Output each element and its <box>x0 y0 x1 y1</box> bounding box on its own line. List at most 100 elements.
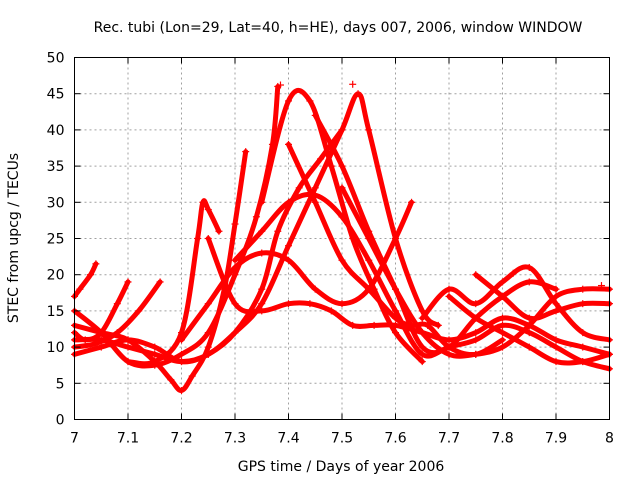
x-tick-label: 7.2 <box>170 431 192 447</box>
x-tick-label: 7 <box>70 431 79 447</box>
x-tick-label: 7.3 <box>224 431 246 447</box>
data-point <box>311 184 319 192</box>
stray-point <box>276 81 284 89</box>
data-point <box>499 321 506 329</box>
x-tick-label: 8 <box>605 431 614 447</box>
data-point <box>311 285 319 293</box>
data-point <box>274 227 282 235</box>
data-point <box>204 235 212 242</box>
data-point <box>525 278 533 286</box>
data-point <box>370 321 378 329</box>
data-point <box>156 278 164 286</box>
data-point <box>499 292 506 300</box>
data-point <box>472 314 480 322</box>
x-tick-label: 7.5 <box>331 431 353 447</box>
data-point <box>231 220 239 228</box>
y-tick-label: 40 <box>47 123 65 139</box>
data-point <box>317 155 325 163</box>
y-tick-label: 45 <box>47 87 65 103</box>
x-tick-label: 7.8 <box>491 431 513 447</box>
data-point <box>258 227 266 235</box>
data-point <box>552 307 560 315</box>
y-tick-label: 0 <box>56 413 65 429</box>
data-point <box>445 336 453 344</box>
chart-title: Rec. tubi (Lon=29, Lat=40, h=HE), days 0… <box>94 20 583 36</box>
data-point <box>204 206 212 214</box>
data-point <box>285 198 292 206</box>
data-point <box>365 256 373 264</box>
data-point <box>552 285 560 293</box>
x-axis-label: GPS time / Days of year 2006 <box>238 459 445 475</box>
stray-point <box>349 80 357 88</box>
y-tick-label: 50 <box>47 51 65 67</box>
data-point <box>392 314 399 322</box>
data-point <box>472 336 480 344</box>
data-point <box>97 329 105 337</box>
data-point <box>258 285 266 293</box>
data-point <box>579 358 587 366</box>
data-point <box>327 162 335 170</box>
data-point <box>285 97 292 105</box>
y-tick-label: 25 <box>47 232 65 248</box>
data-point <box>252 213 260 221</box>
data-point <box>285 256 292 264</box>
y-tick-label: 5 <box>56 376 65 392</box>
data-point <box>445 292 453 300</box>
data-point <box>231 271 239 279</box>
series-arc-5 <box>72 91 441 365</box>
data-point <box>392 329 399 337</box>
data-point <box>188 372 196 380</box>
data-point <box>285 140 292 148</box>
data-point <box>242 148 250 156</box>
x-tick-label: 7.9 <box>545 431 567 447</box>
y-tick-label: 20 <box>47 268 65 284</box>
data-point <box>258 198 266 206</box>
data-point <box>392 285 399 293</box>
data-point <box>124 358 132 366</box>
data-point <box>204 343 212 351</box>
data-point <box>178 336 185 344</box>
axis-ticks: 7 7.1 7.2 7.3 7.4 7.5 7.6 7.7 7.8 7.9 8 0 5 10 15 20 25 3… <box>47 51 614 447</box>
x-tick-label: 7.7 <box>438 431 460 447</box>
data-point <box>204 300 212 308</box>
data-point <box>392 235 399 242</box>
data-point <box>194 235 202 242</box>
data-point <box>258 249 266 257</box>
data-point <box>525 343 533 351</box>
data-point <box>472 350 480 358</box>
data-point <box>76 285 84 293</box>
data-point <box>418 350 426 358</box>
y-tick-label: 15 <box>47 304 65 320</box>
data-point <box>349 235 357 242</box>
data-point <box>445 350 453 358</box>
data-series <box>71 80 613 395</box>
data-point <box>215 227 223 235</box>
data-point <box>365 285 373 293</box>
stray-point <box>597 282 605 290</box>
data-point <box>354 90 362 98</box>
data-point <box>579 329 587 337</box>
data-point <box>151 350 159 358</box>
y-tick-label: 30 <box>47 195 65 211</box>
data-point <box>285 242 292 250</box>
data-point <box>525 321 533 329</box>
series-arc-13 <box>286 141 505 358</box>
data-point <box>499 329 506 337</box>
data-point <box>434 321 442 329</box>
data-point <box>579 300 587 308</box>
data-point <box>418 314 426 322</box>
data-point <box>579 343 587 351</box>
data-point <box>113 300 121 308</box>
x-tick-label: 7.4 <box>277 431 299 447</box>
data-point <box>338 300 346 308</box>
y-axis-label: STEC from upcg / TECUs <box>6 153 22 323</box>
data-point <box>124 278 132 286</box>
data-point <box>306 300 314 308</box>
data-point <box>552 300 560 308</box>
data-point <box>311 198 319 206</box>
data-point <box>418 329 426 337</box>
data-point <box>418 358 426 366</box>
series-arc-6 <box>72 127 345 365</box>
data-point <box>311 111 319 119</box>
series-arc-14 <box>312 112 559 356</box>
